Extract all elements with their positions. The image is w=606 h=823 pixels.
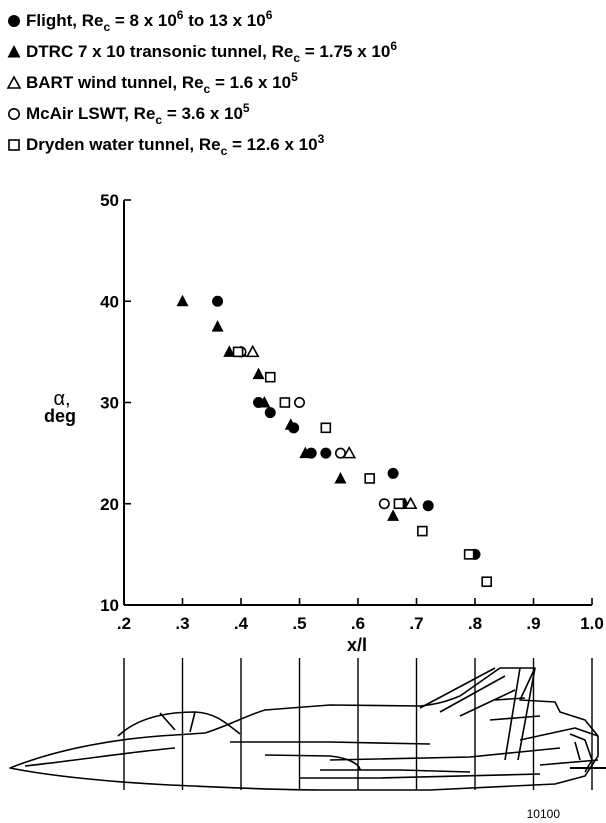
- legend-marker-4: [8, 139, 20, 151]
- data-point: [211, 320, 224, 332]
- data-point: [264, 371, 276, 383]
- y-tick-label: 30: [100, 394, 119, 413]
- data-point: [264, 407, 276, 419]
- data-point: [387, 509, 400, 521]
- y-axis-label-symbol: α,: [53, 388, 70, 410]
- legend-entry-2: BART wind tunnel, Rec = 1.6 x 105: [26, 70, 298, 96]
- x-tick-label: .5: [292, 614, 306, 633]
- x-tick-label: 1.0: [580, 614, 604, 633]
- legend-entry-3: McAir LSWT, Rec = 3.6 x 105: [26, 101, 250, 127]
- data-point: [393, 498, 405, 510]
- x-tick-label: .3: [175, 614, 189, 633]
- ticks: .2 .3 .4 .5 .6 .7 .8 .9 1.0 10 20 30 40 50: [100, 191, 604, 633]
- data-point: [320, 422, 332, 434]
- data-point: [284, 418, 297, 430]
- data-point: [403, 496, 418, 510]
- legend-entry-0: Flight, Rec = 8 x 106 to 13 x 106: [26, 8, 273, 34]
- data-point: [481, 576, 493, 588]
- legend-marker-2: [6, 75, 22, 89]
- x-tick-label: .8: [468, 614, 482, 633]
- x-tick-label: .2: [117, 614, 131, 633]
- legend-marker-1: [7, 45, 21, 58]
- legend: Flight, Rec = 8 x 106 to 13 x 106 DTRC 7 …: [6, 8, 397, 158]
- data-point: [299, 446, 312, 459]
- data-point: [334, 471, 347, 484]
- data-point: [223, 345, 236, 357]
- data-point: [364, 473, 376, 484]
- y-tick-label: 50: [100, 191, 119, 210]
- data-point: [245, 344, 260, 358]
- legend-marker-3: [8, 108, 20, 121]
- y-tick-label: 40: [100, 292, 119, 311]
- x-tick-label: .6: [351, 614, 365, 633]
- legend-marker-0: [8, 15, 20, 27]
- data-point: [212, 295, 224, 307]
- data-point: [387, 467, 399, 479]
- data-point: [334, 447, 346, 459]
- data-point: [422, 500, 434, 512]
- x-axis-label: x/l: [347, 635, 367, 655]
- station-lines: [123, 658, 593, 790]
- figure-number: 10100: [527, 807, 561, 821]
- data-points: [176, 294, 493, 588]
- data-point: [232, 346, 244, 358]
- data-point: [417, 525, 428, 537]
- data-point: [342, 445, 357, 459]
- legend-entry-1: DTRC 7 x 10 transonic tunnel, Rec = 1.75…: [26, 39, 397, 65]
- aircraft-illustration: [9, 667, 599, 791]
- x-tick-label: .7: [409, 614, 423, 633]
- data-point: [252, 367, 265, 380]
- data-point: [176, 294, 189, 307]
- data-point: [320, 447, 332, 459]
- x-tick-label: .4: [234, 614, 249, 633]
- data-point: [293, 396, 305, 408]
- data-point: [463, 549, 475, 560]
- y-tick-label: 10: [100, 596, 119, 615]
- legend-entry-4: Dryden water tunnel, Rec = 12.6 x 103: [26, 132, 325, 158]
- data-point: [279, 397, 291, 408]
- y-axis-label-unit: deg: [44, 406, 76, 426]
- axes: [123, 200, 592, 606]
- data-point: [258, 396, 271, 408]
- data-point: [378, 498, 390, 510]
- y-tick-label: 20: [100, 495, 119, 514]
- x-tick-label: .9: [526, 614, 540, 633]
